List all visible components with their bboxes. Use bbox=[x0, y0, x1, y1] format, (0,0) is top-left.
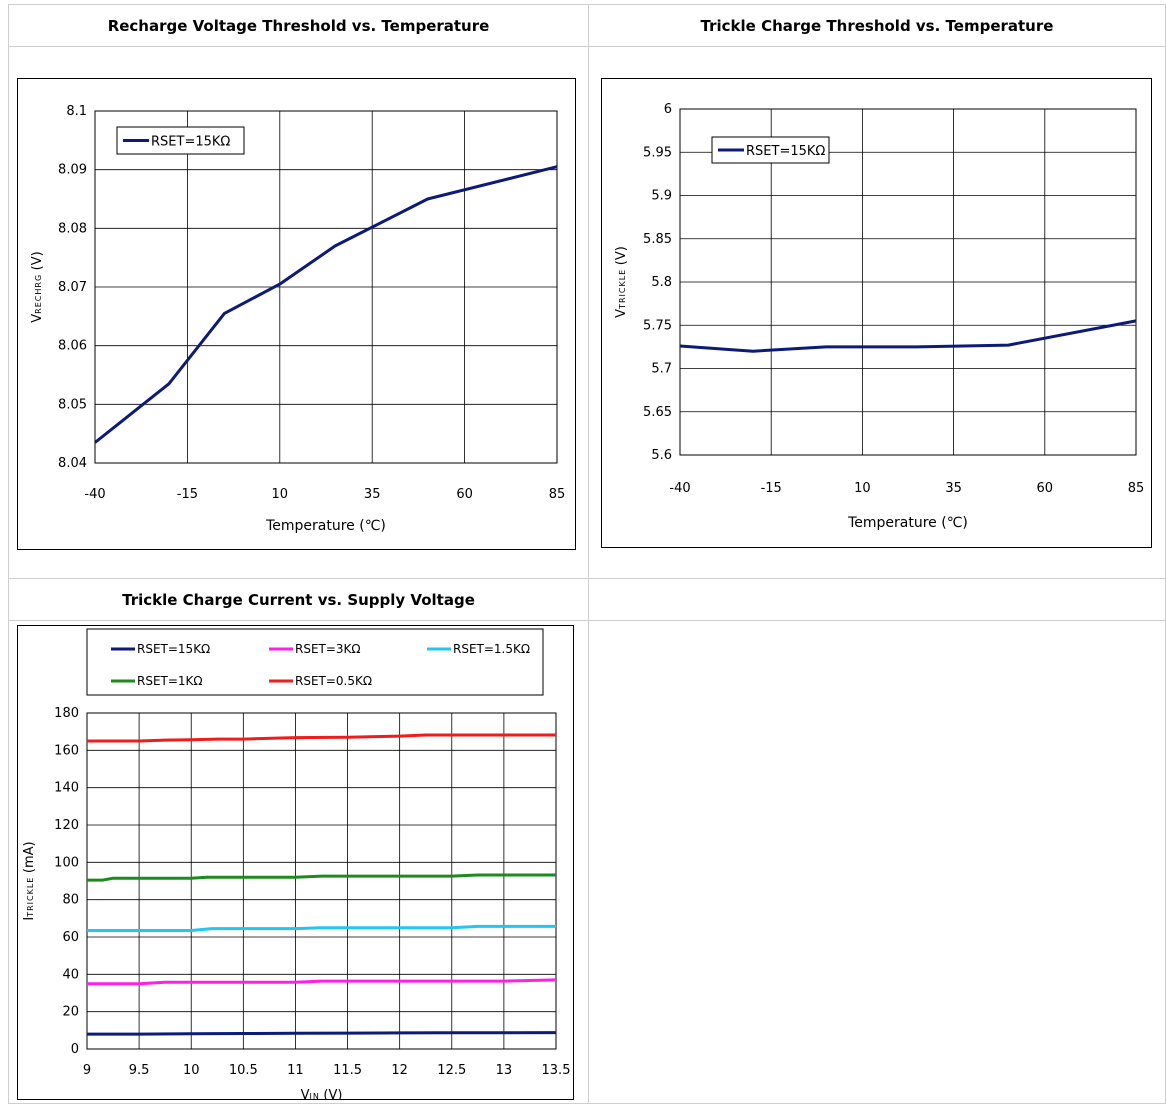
chart1-y-tick-label: 8.05 bbox=[58, 397, 87, 412]
cell-title-trickle-threshold: Trickle Charge Threshold vs. Temperature bbox=[700, 17, 1054, 35]
chart2-x-tick-label: 35 bbox=[945, 481, 962, 496]
chart2-y-tick-label: 5.95 bbox=[643, 145, 672, 160]
chart3-y-tick-label: 80 bbox=[62, 893, 79, 908]
chart3-x-tick-label: 10 bbox=[183, 1063, 200, 1078]
chart3-series-line-0 bbox=[87, 1031, 557, 1036]
chart2-x-tick-label: 60 bbox=[1037, 481, 1054, 496]
chart3-y-tick-label: 160 bbox=[54, 743, 79, 758]
chart3-legend-label-1: RSET=3KΩ bbox=[295, 642, 361, 656]
chart1-legend-label: RSET=15KΩ bbox=[151, 135, 230, 150]
chart2-x-axis-label: Temperature (℃) bbox=[847, 515, 968, 531]
chart3-x-tick-label: 9.5 bbox=[129, 1063, 150, 1078]
chart2-x-tick-label: 85 bbox=[1128, 481, 1145, 496]
grid-border-header2 bbox=[8, 620, 1166, 621]
chart3-series-line-2 bbox=[87, 924, 556, 932]
chart3-x-tick-label: 12.5 bbox=[437, 1063, 466, 1078]
chart1-y-tick-label: 8.08 bbox=[58, 221, 87, 236]
chart1-x-tick-label: 60 bbox=[456, 487, 473, 502]
chart3-legend-box bbox=[86, 628, 544, 696]
chart3-series-line-4 bbox=[87, 733, 556, 743]
chart2-y-axis-label: VTRICKLE (V) bbox=[614, 246, 629, 318]
chart3-series-line-1 bbox=[87, 978, 557, 986]
chart2-y-tick-label: 5.9 bbox=[651, 189, 672, 204]
chart3-legend-label-3: RSET=1KΩ bbox=[137, 674, 203, 688]
chart3-x-tick-label: 12 bbox=[391, 1063, 408, 1078]
chart1-x-axis-label: Temperature (℃) bbox=[265, 518, 386, 534]
chart2-x-tick-label: -15 bbox=[761, 481, 782, 496]
grid-border-left bbox=[8, 4, 9, 1104]
chart3-series-line-3 bbox=[87, 873, 556, 882]
chart2-y-tick-label: 5.7 bbox=[651, 362, 672, 377]
chart1-series-line-0 bbox=[94, 165, 558, 444]
chart3-x-tick-label: 9 bbox=[83, 1063, 91, 1078]
cell-title-recharge: Recharge Voltage Threshold vs. Temperatu… bbox=[107, 17, 490, 35]
chart1-y-axis-label: VRECHRG (V) bbox=[30, 251, 45, 322]
chart-trickle-current: 9 9.5 10 10.5 11 11.5 12 12.5 13 13.5 0 20 40 60 80 100… bbox=[17, 625, 574, 1100]
cell-title-trickle-current: Trickle Charge Current vs. Supply Voltag… bbox=[122, 591, 475, 609]
chart-trickle-threshold: -40 -15 10 35 60 85 5.6 5.65 5.7 5.75 5.8 5.85 5.9 5.… bbox=[601, 78, 1152, 548]
chart3-y-axis-label: ITRICKLE (mA) bbox=[22, 841, 37, 920]
chart1-y-tick-label: 8.1 bbox=[66, 104, 87, 119]
chart1-y-tick-label: 8.09 bbox=[58, 163, 87, 178]
chart2-y-tick-label: 5.8 bbox=[651, 275, 672, 290]
grid-border-middle bbox=[588, 4, 589, 1104]
chart2-y-tick-label: 5.85 bbox=[643, 232, 672, 247]
chart3-x-tick-label: 11.5 bbox=[333, 1063, 362, 1078]
chart1-x-tick-label: 35 bbox=[364, 487, 381, 502]
chart3-y-tick-label: 140 bbox=[54, 781, 79, 796]
chart3-legend-label-2: RSET=1.5KΩ bbox=[453, 642, 530, 656]
chart1-x-tick-label: -40 bbox=[84, 487, 105, 502]
chart1-legend-box bbox=[116, 126, 245, 155]
chart1-x-tick-label: 85 bbox=[549, 487, 566, 502]
chart3-y-tick-label: 60 bbox=[62, 930, 79, 945]
chart3-y-tick-label: 40 bbox=[62, 967, 79, 982]
chart3-y-tick-label: 100 bbox=[54, 855, 79, 870]
chart3-y-tick-label: 20 bbox=[62, 1005, 79, 1020]
chart2-y-tick-label: 5.75 bbox=[643, 318, 672, 333]
chart2-y-tick-label: 5.65 bbox=[643, 405, 672, 420]
chart3-plot-area bbox=[86, 712, 557, 1050]
chart2-x-tick-label: -40 bbox=[669, 481, 690, 496]
chart1-y-tick-label: 8.06 bbox=[58, 339, 87, 354]
chart2-legend-label: RSET=15KΩ bbox=[746, 144, 825, 159]
chart3-y-tick-label: 0 bbox=[71, 1042, 79, 1057]
chart2-y-tick-label: 5.6 bbox=[651, 448, 672, 463]
chart1-y-tick-label: 8.07 bbox=[58, 280, 87, 295]
grid-border-top bbox=[8, 4, 1166, 5]
chart2-series-line-0 bbox=[679, 319, 1137, 353]
chart1-x-tick-label: 10 bbox=[272, 487, 289, 502]
chart-recharge-voltage: -40 -15 10 35 60 85 8.04 8.05 8.06 8.07 8.08 8.09 8.… bbox=[17, 78, 576, 550]
chart1-x-tick-label: -15 bbox=[177, 487, 198, 502]
chart3-y-tick-label: 120 bbox=[54, 818, 79, 833]
chart2-y-tick-label: 6 bbox=[664, 102, 672, 117]
chart3-x-tick-label: 13 bbox=[496, 1063, 513, 1078]
chart3-legend-label-4: RSET=0.5KΩ bbox=[295, 674, 372, 688]
chart2-x-tick-label: 10 bbox=[854, 481, 871, 496]
chart3-x-tick-label: 13.5 bbox=[542, 1063, 571, 1078]
grid-border-row2 bbox=[8, 578, 1166, 579]
chart3-x-tick-label: 10.5 bbox=[229, 1063, 258, 1078]
chart3-legend-label-0: RSET=15KΩ bbox=[137, 642, 210, 656]
chart3-y-tick-label: 180 bbox=[54, 706, 79, 721]
chart1-y-tick-label: 8.04 bbox=[58, 456, 87, 471]
chart3-x-axis-label: VIN (V) bbox=[301, 1088, 343, 1100]
chart3-x-tick-label: 11 bbox=[287, 1063, 304, 1078]
grid-border-header1 bbox=[8, 46, 1166, 47]
